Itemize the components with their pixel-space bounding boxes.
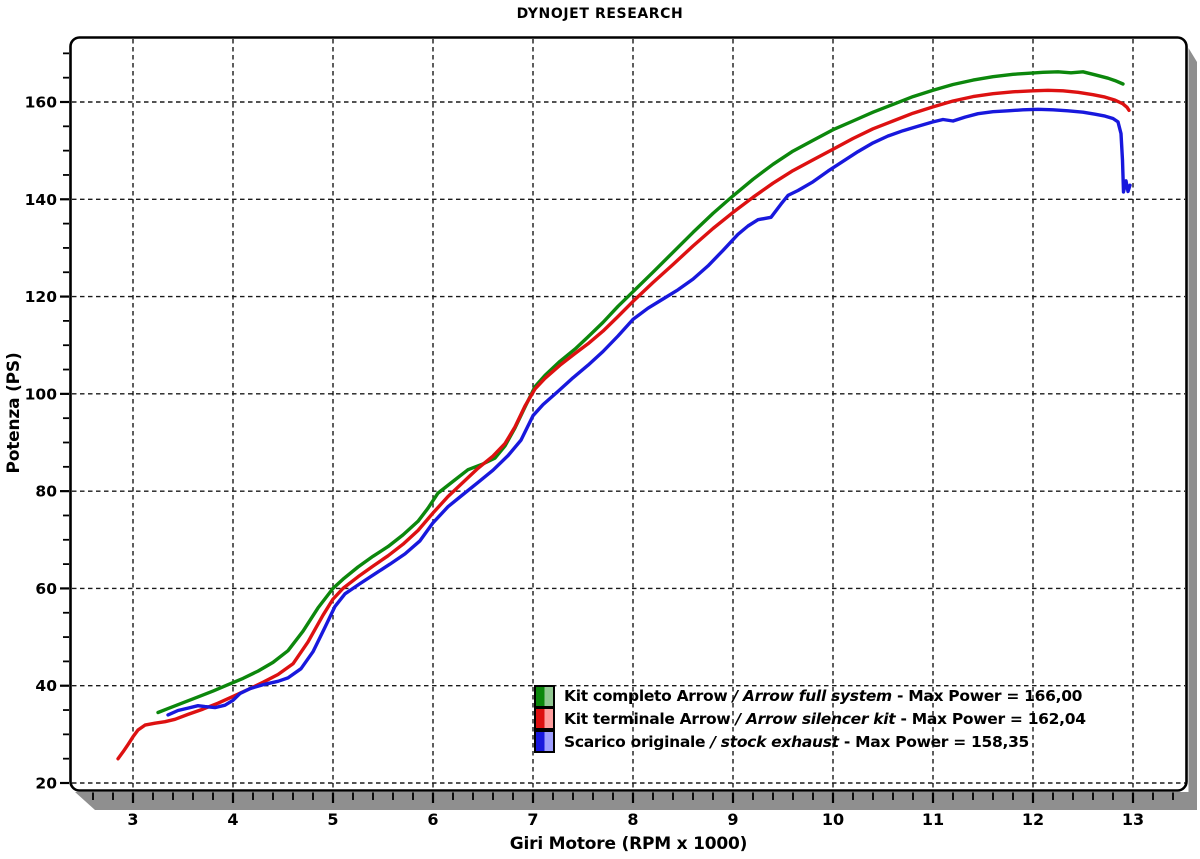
svg-text:12: 12 xyxy=(1022,810,1044,829)
curve-1 xyxy=(116,88,1131,761)
legend-label-maxpower: - Max Power = 162,04 xyxy=(895,710,1086,728)
legend-label: Kit terminale Arrow / Arrow silencer kit… xyxy=(564,708,1086,731)
frame-shadow-right xyxy=(1188,48,1197,792)
legend-swatch-blue xyxy=(534,730,555,753)
legend-label-name: Scarico originale xyxy=(564,733,711,751)
svg-text:10: 10 xyxy=(822,810,844,829)
svg-text:20: 20 xyxy=(35,775,57,793)
svg-text:5: 5 xyxy=(327,810,338,829)
curve-2 xyxy=(166,107,1132,717)
chart-legend: Kit completo Arrow / Arrow full system -… xyxy=(534,685,1086,754)
svg-text:13: 13 xyxy=(1122,810,1144,829)
svg-text:140: 140 xyxy=(25,191,58,209)
legend-label: Scarico originale / stock exhaust - Max … xyxy=(564,731,1029,754)
svg-text:100: 100 xyxy=(25,385,58,403)
power-curves xyxy=(116,70,1132,761)
svg-text:3: 3 xyxy=(127,810,138,829)
x-axis-title: Giri Motore (RPM x 1000) xyxy=(509,834,748,854)
axis-ticks xyxy=(60,52,1174,803)
svg-text:40: 40 xyxy=(35,677,57,695)
legend-label: Kit completo Arrow / Arrow full system -… xyxy=(564,685,1082,708)
legend-row-full-system: Kit completo Arrow / Arrow full system -… xyxy=(534,685,1086,708)
svg-text:8: 8 xyxy=(627,810,638,829)
x-axis-ruler-bar xyxy=(75,792,1197,810)
plot-frame xyxy=(69,36,1188,792)
svg-text:7: 7 xyxy=(527,810,538,829)
axis-tick-labels: 20 40 60 80 100 120 140 160 3 4 5 6 7 8 9 10 11 12 13 xyxy=(25,93,1144,829)
legend-label-english: / stock exhaust xyxy=(710,733,839,751)
svg-text:4: 4 xyxy=(227,810,238,829)
legend-label-english: / Arrow silencer kit xyxy=(735,710,896,728)
svg-text:160: 160 xyxy=(25,93,58,111)
chart-title: DYNOJET RESEARCH xyxy=(516,6,684,22)
legend-label-name: Kit completo Arrow xyxy=(564,687,733,705)
y-axis-title: Potenza (PS) xyxy=(4,352,24,474)
legend-row-silencer-kit: Kit terminale Arrow / Arrow silencer kit… xyxy=(534,707,1086,731)
svg-text:80: 80 xyxy=(35,483,57,501)
svg-text:120: 120 xyxy=(25,288,58,306)
legend-label-maxpower: - Max Power = 166,00 xyxy=(891,687,1083,705)
svg-text:11: 11 xyxy=(922,810,944,829)
legend-swatch-red xyxy=(534,707,555,730)
legend-row-stock-exhaust: Scarico originale / stock exhaust - Max … xyxy=(534,730,1086,754)
svg-text:6: 6 xyxy=(427,810,438,829)
curve-0 xyxy=(156,70,1125,715)
legend-label-english: / Arrow full system xyxy=(732,687,892,705)
svg-text:9: 9 xyxy=(727,810,738,829)
legend-label-name: Kit terminale Arrow xyxy=(564,710,736,728)
svg-text:60: 60 xyxy=(35,580,57,598)
legend-swatch-green xyxy=(534,685,555,708)
legend-label-maxpower: - Max Power = 158,35 xyxy=(838,733,1030,751)
